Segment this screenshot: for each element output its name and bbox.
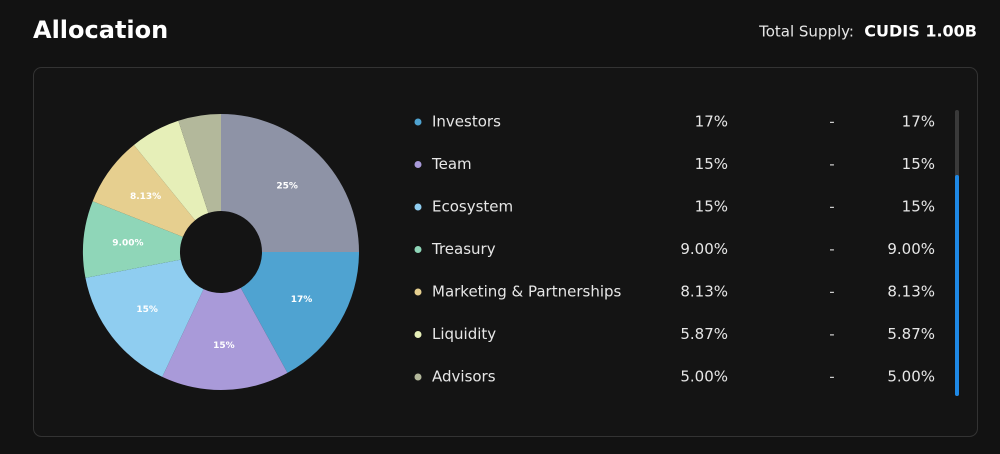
legend-dot: [414, 118, 422, 126]
row-total: 9.00%: [887, 240, 935, 258]
row-total: 15%: [902, 198, 935, 216]
pie-slice: [221, 114, 359, 252]
row-separator: -: [829, 325, 834, 343]
row-separator: -: [829, 283, 834, 301]
row-name: Marketing & Partnerships: [432, 283, 622, 301]
pie-slice: [240, 252, 359, 373]
row-total: 15%: [902, 155, 935, 173]
row-separator: -: [829, 113, 834, 131]
scroll-thumb[interactable]: [955, 175, 959, 396]
row-share: 5.87%: [680, 325, 728, 343]
legend-dot: [414, 246, 422, 253]
row-total: 8.13%: [887, 283, 935, 301]
supply-value: CUDIS 1.00B: [864, 22, 977, 41]
pie-slice: [178, 114, 221, 214]
row-total: 17%: [902, 113, 935, 131]
row-name: Advisors: [432, 368, 496, 386]
panel-title: Allocation: [33, 16, 168, 44]
row-share: 17%: [695, 113, 728, 131]
pie-slice: [133, 120, 209, 221]
row-share: 15%: [695, 155, 728, 173]
row-name: Investors: [432, 113, 501, 131]
slice-label: 25%: [276, 181, 298, 191]
row-name: Team: [431, 155, 472, 173]
row-name: Liquidity: [432, 325, 496, 343]
row-share: 15%: [695, 198, 728, 216]
row-separator: -: [829, 368, 834, 386]
slice-label: 15%: [213, 341, 235, 351]
row-total: 5.87%: [887, 325, 935, 343]
pie-slice: [162, 287, 288, 390]
slice-label: 9.00%: [112, 239, 143, 249]
slice-label: 17%: [291, 295, 313, 305]
legend-dot: [414, 373, 422, 381]
row-name: Ecosystem: [432, 198, 513, 216]
row-share: 9.00%: [680, 240, 728, 258]
legend-dot: [414, 331, 422, 338]
pie-slice: [85, 259, 204, 377]
row-name: Treasury: [431, 240, 496, 258]
row-separator: -: [829, 198, 834, 216]
row-share: 5.00%: [680, 368, 728, 386]
slice-label: 15%: [136, 305, 158, 315]
row-total: 5.00%: [887, 368, 935, 386]
row-share: 8.13%: [680, 283, 728, 301]
row-separator: -: [829, 240, 834, 258]
legend-dot: [414, 161, 422, 168]
pie-slice: [92, 144, 196, 237]
pie-slice: [83, 201, 183, 278]
legend-dot: [414, 203, 422, 211]
supply-label: Total Supply:: [758, 23, 854, 41]
slice-label: 8.13%: [130, 192, 161, 202]
row-separator: -: [829, 155, 834, 173]
legend-dot: [414, 288, 422, 296]
